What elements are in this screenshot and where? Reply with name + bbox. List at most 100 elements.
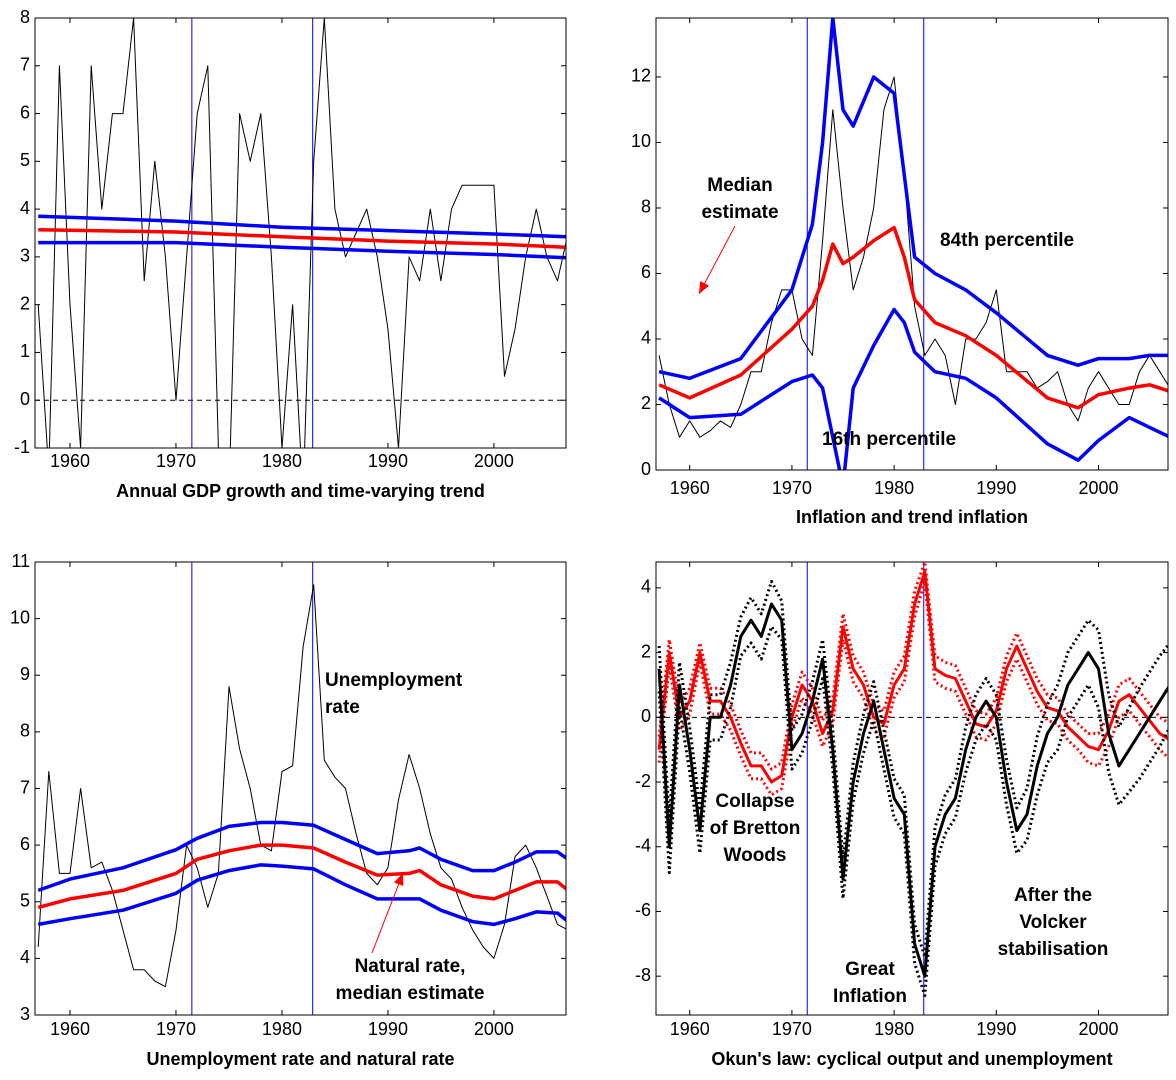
x-tick-label: 1990 — [368, 451, 408, 471]
y-tick-label: 5 — [20, 891, 30, 911]
series-line — [37, 18, 566, 448]
y-tick-label: 2 — [641, 393, 651, 413]
series-line — [658, 307, 1168, 470]
y-tick-label: 10 — [631, 131, 651, 151]
series-line — [657, 562, 1168, 771]
annotation: 84th percentile — [940, 230, 1074, 251]
y-tick-label: 6 — [641, 262, 651, 282]
plot-area — [656, 562, 1168, 1015]
series-line — [657, 602, 1168, 978]
panel-title: Annual GDP growth and time-varying trend — [116, 481, 485, 501]
y-tick-label: 7 — [20, 55, 30, 75]
y-tick-label: -2 — [635, 771, 651, 791]
y-tick-label: 6 — [20, 102, 30, 122]
y-tick-label: 0 — [20, 389, 30, 409]
annotation: Great — [845, 959, 895, 980]
arrow-head — [699, 281, 710, 294]
annotation: Inflation — [833, 986, 907, 1007]
x-tick-label: 2000 — [474, 1019, 514, 1039]
y-tick-label: -4 — [635, 835, 651, 855]
panel-title: Okun's law: cyclical output and unemploy… — [711, 1049, 1112, 1069]
series-line — [38, 227, 566, 249]
series-line — [658, 18, 1168, 381]
annotation: Unemployment — [325, 670, 463, 691]
plot-frame — [655, 17, 1169, 471]
x-tick-label: 1960 — [670, 478, 710, 498]
series-line — [37, 863, 566, 927]
y-tick-label: 3 — [20, 1004, 30, 1024]
arrow-shaft — [698, 225, 736, 295]
series-line — [657, 625, 1168, 998]
series-line — [657, 570, 1168, 784]
x-tick-label: 1980 — [262, 451, 302, 471]
y-tick-label: 7 — [20, 777, 30, 797]
x-tick-label: 1990 — [976, 1019, 1016, 1039]
x-tick-label: 2000 — [1078, 1019, 1118, 1039]
series-line — [38, 214, 566, 239]
annotation: 16th percentile — [822, 429, 956, 450]
plot-frame — [655, 561, 1169, 1016]
y-tick-label: -8 — [635, 965, 651, 985]
x-tick-label: 1970 — [772, 478, 812, 498]
series-line — [657, 579, 1168, 797]
plot-area — [37, 562, 566, 1015]
panel: -8 -6 -4 -2 0 2 4 1960 1970 1980 1990 2000 Okun's la… — [635, 561, 1169, 1069]
x-tick-label: 2000 — [1078, 478, 1118, 498]
series-line — [658, 76, 1168, 438]
y-tick-label: -6 — [635, 900, 651, 920]
y-tick-label: 11 — [11, 551, 30, 571]
annotation: Woods — [724, 845, 787, 866]
x-tick-label: 2000 — [474, 451, 514, 471]
y-tick-label: 0 — [641, 706, 651, 726]
x-tick-label: 1990 — [976, 478, 1016, 498]
series-line — [37, 584, 566, 988]
y-tick-label: 10 — [10, 607, 30, 627]
panel: 0 2 4 6 8 10 12 1960 1970 1980 1990 2000 Inflation a… — [631, 17, 1169, 527]
y-tick-label: 9 — [20, 664, 30, 684]
panel-title: Inflation and trend inflation — [796, 507, 1028, 527]
x-tick-label: 1960 — [50, 1019, 90, 1039]
plot-frame — [34, 17, 567, 449]
x-tick-label: 1960 — [670, 1019, 710, 1039]
series-line — [37, 843, 566, 910]
y-tick-label: -1 — [14, 437, 30, 457]
panel: -1 0 1 2 3 4 5 6 7 8 1960 1970 1980 1990 2000 Annual GD… — [14, 7, 567, 501]
x-tick-label: 1970 — [156, 451, 196, 471]
annotation: of Bretton — [710, 818, 801, 839]
series-line — [38, 240, 566, 260]
annotation: Volcker — [1019, 912, 1087, 933]
annotation: median estimate — [336, 983, 485, 1004]
y-tick-label: 2 — [20, 293, 30, 313]
annotation: Median — [707, 175, 772, 196]
y-tick-label: 1 — [20, 341, 30, 361]
arrow-head — [394, 873, 404, 886]
series-line — [658, 225, 1168, 410]
annotation: After the — [1014, 885, 1092, 906]
x-tick-label: 1970 — [772, 1019, 812, 1039]
y-tick-label: 3 — [20, 246, 30, 266]
plot-frame — [34, 561, 567, 1016]
x-tick-label: 1980 — [874, 1019, 914, 1039]
panel: 3 4 5 6 7 8 9 10 11 1960 1970 1980 1990 2000 Unemploym… — [10, 551, 567, 1069]
y-tick-label: 5 — [20, 150, 30, 170]
y-tick-label: 4 — [641, 328, 651, 348]
y-tick-label: 8 — [20, 721, 30, 741]
annotation: Natural rate, — [355, 956, 466, 977]
x-tick-label: 1970 — [156, 1019, 196, 1039]
y-tick-label: 0 — [641, 459, 651, 479]
arrow-shaft — [371, 872, 404, 954]
y-tick-label: 8 — [641, 197, 651, 217]
y-tick-label: 4 — [20, 947, 30, 967]
x-tick-label: 1990 — [368, 1019, 408, 1039]
annotation: estimate — [701, 202, 778, 223]
y-tick-label: 4 — [641, 577, 651, 597]
x-tick-label: 1960 — [50, 451, 90, 471]
plot-area — [658, 18, 1168, 470]
y-tick-label: 8 — [20, 7, 30, 27]
annotation: stabilisation — [998, 939, 1109, 960]
y-tick-label: 2 — [641, 641, 651, 661]
series-line — [37, 820, 566, 893]
series-line — [657, 579, 1168, 959]
x-tick-label: 1980 — [874, 478, 914, 498]
